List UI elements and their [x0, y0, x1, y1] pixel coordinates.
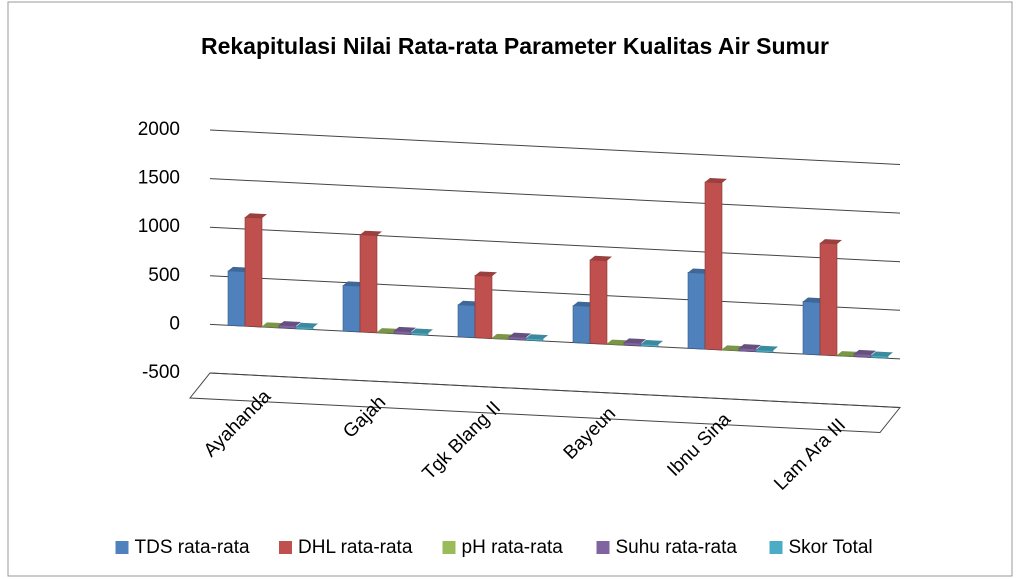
legend-label: Skor Total: [789, 537, 873, 558]
legend-swatch: [279, 541, 292, 554]
y-tick-label: 0: [169, 313, 180, 334]
bar: [458, 305, 475, 338]
chart-title: Rekapitulasi Nilai Rata-rata Parameter K…: [201, 33, 829, 59]
bar: [245, 217, 262, 327]
y-tick-label: 1500: [138, 168, 180, 189]
legend-label: Suhu rata-rata: [616, 537, 738, 558]
chart: Rekapitulasi Nilai Rata-rata Parameter K…: [0, 0, 1020, 579]
bar: [573, 306, 590, 344]
y-tick-label: 500: [148, 265, 180, 286]
legend-swatch: [597, 541, 610, 554]
y-tick-label: 1000: [138, 216, 180, 237]
bar: [228, 271, 245, 326]
legend-label: pH rata-rata: [462, 537, 564, 558]
legend-label: TDS rata-rata: [135, 537, 251, 558]
bar: [803, 302, 820, 355]
y-tick-label: -500: [142, 362, 180, 383]
legend-swatch: [116, 541, 129, 554]
bar: [343, 285, 360, 332]
bar: [820, 243, 837, 356]
legend-swatch: [443, 541, 456, 554]
bar: [590, 260, 607, 344]
bar: [360, 235, 377, 333]
chart-border: [8, 2, 1012, 576]
legend-swatch: [770, 541, 783, 554]
bar: [705, 182, 722, 350]
legend-label: DHL rata-rata: [298, 537, 413, 558]
bar: [688, 272, 705, 349]
y-tick-label: 2000: [138, 119, 180, 140]
bar: [475, 275, 492, 338]
